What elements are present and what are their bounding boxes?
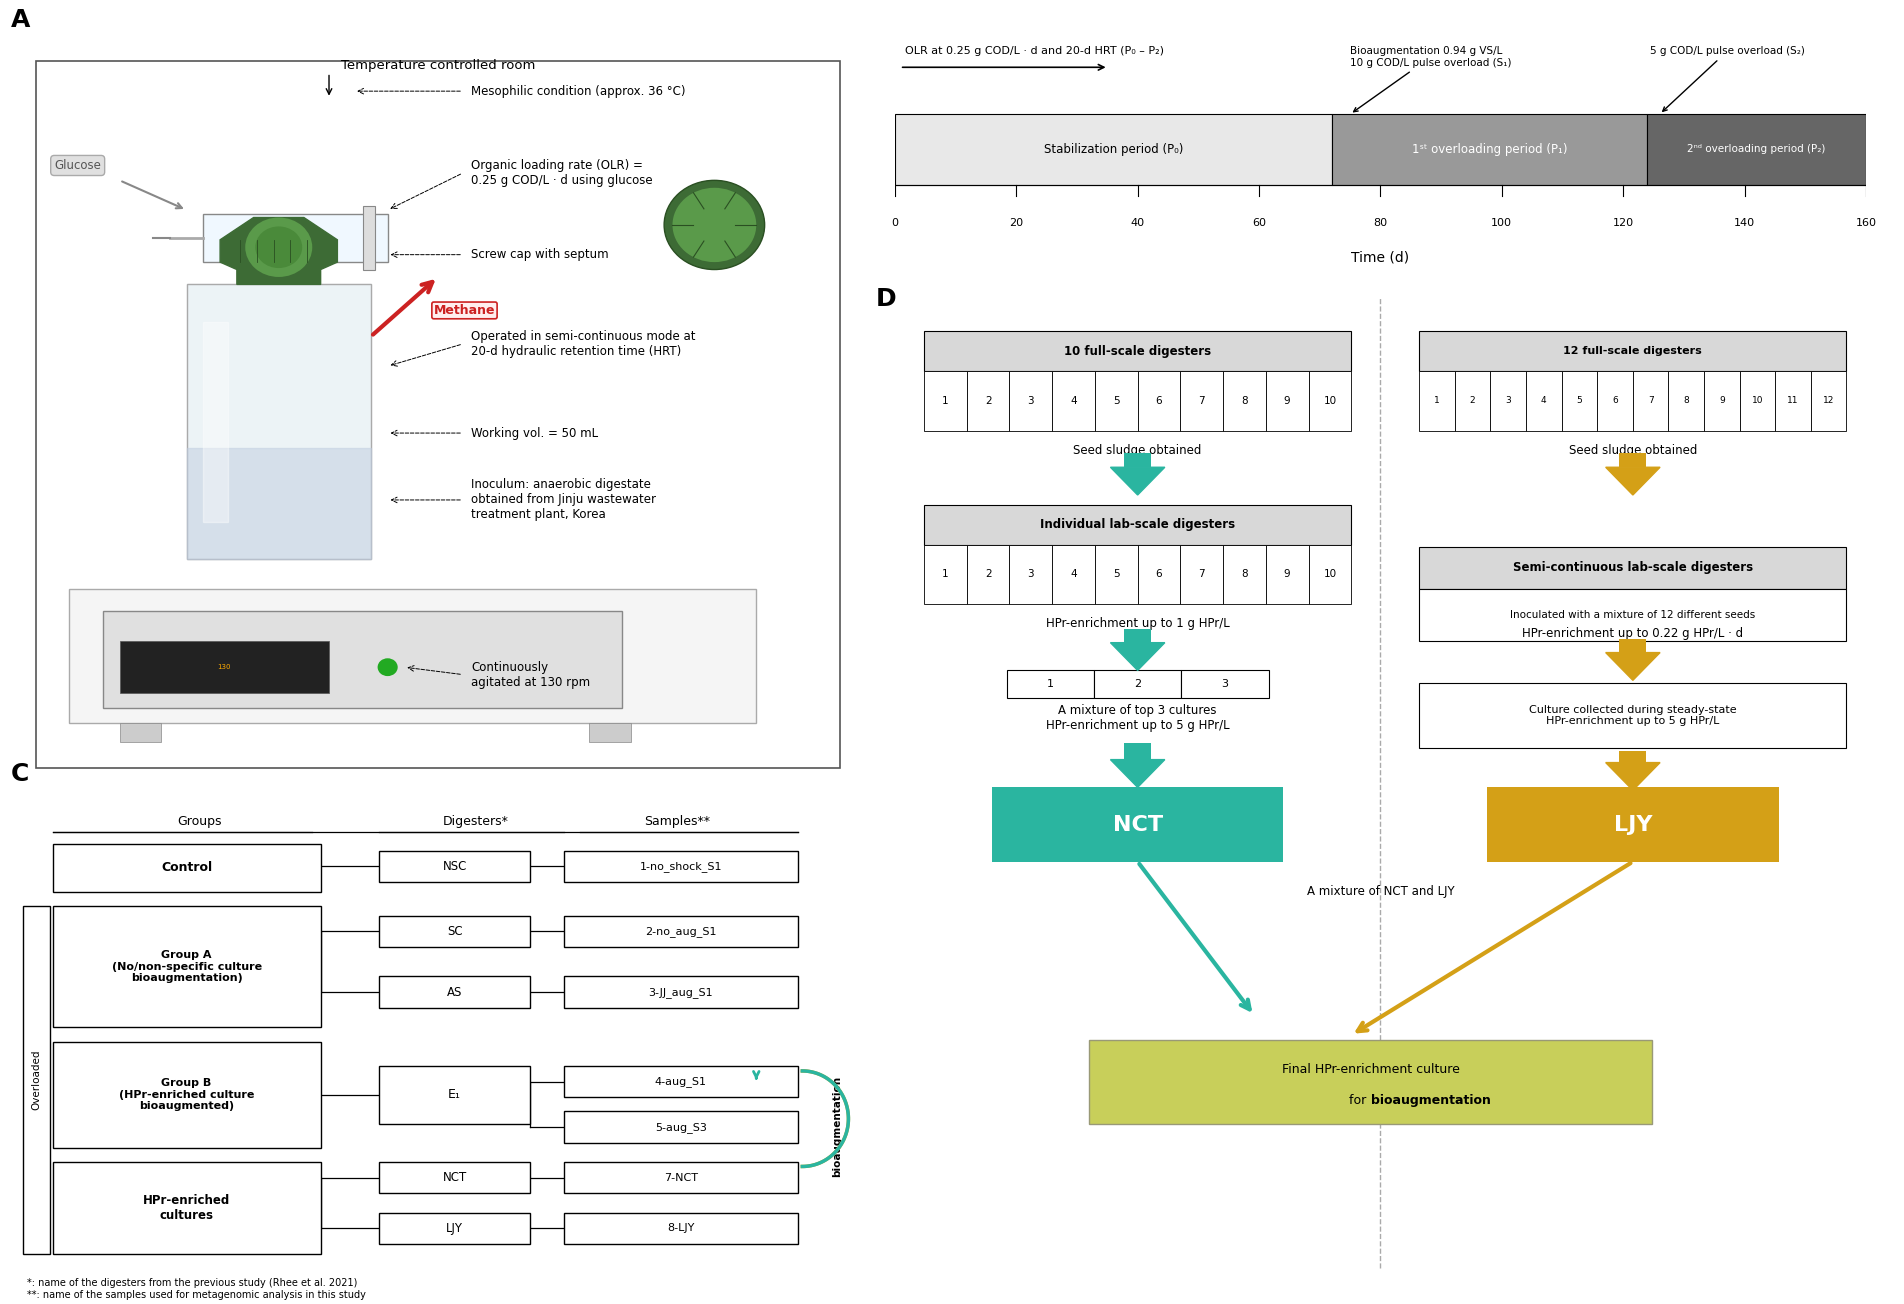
Text: Operated in semi-continuous mode at
20-d hydraulic retention time (HRT): Operated in semi-continuous mode at 20-d… — [472, 330, 697, 357]
Polygon shape — [1605, 467, 1660, 496]
FancyBboxPatch shape — [379, 1162, 529, 1193]
Text: 4: 4 — [1070, 396, 1078, 406]
Text: Group A
(No/non-specific culture
bioaugmentation): Group A (No/non-specific culture bioaugm… — [112, 951, 261, 983]
FancyBboxPatch shape — [1007, 670, 1095, 698]
Text: Semi-continuous lab-scale digesters: Semi-continuous lab-scale digesters — [1514, 562, 1754, 575]
FancyBboxPatch shape — [1089, 1041, 1653, 1124]
Text: LJY: LJY — [446, 1222, 463, 1235]
FancyBboxPatch shape — [1266, 372, 1308, 430]
Text: 5 g COD/L pulse overload (S₂): 5 g COD/L pulse overload (S₂) — [1651, 46, 1805, 111]
FancyBboxPatch shape — [967, 372, 1009, 430]
FancyBboxPatch shape — [1123, 743, 1152, 760]
Polygon shape — [187, 449, 371, 559]
FancyBboxPatch shape — [564, 852, 798, 883]
Text: A: A — [11, 8, 30, 31]
Text: AS: AS — [447, 986, 463, 999]
Text: *: name of the digesters from the previous study (Rhee et al. 2021)
**: name of : *: name of the digesters from the previo… — [27, 1278, 366, 1300]
Text: Culture collected during steady-state
HPr-enrichment up to 5 g HPr/L: Culture collected during steady-state HP… — [1529, 704, 1736, 726]
Text: E₁: E₁ — [447, 1088, 461, 1101]
FancyBboxPatch shape — [1561, 372, 1597, 430]
FancyBboxPatch shape — [1418, 372, 1455, 430]
Text: 10: 10 — [1323, 570, 1337, 579]
Text: Mesophilic condition (approx. 36 °C): Mesophilic condition (approx. 36 °C) — [472, 85, 685, 98]
FancyBboxPatch shape — [564, 915, 798, 948]
FancyBboxPatch shape — [1053, 545, 1095, 604]
FancyBboxPatch shape — [1618, 639, 1647, 652]
FancyBboxPatch shape — [967, 545, 1009, 604]
FancyBboxPatch shape — [564, 1162, 798, 1193]
Text: 100: 100 — [1491, 218, 1512, 227]
Text: Continuously
agitated at 130 rpm: Continuously agitated at 130 rpm — [472, 661, 590, 689]
Text: 5: 5 — [1114, 396, 1120, 406]
FancyBboxPatch shape — [103, 612, 623, 708]
Text: Individual lab-scale digesters: Individual lab-scale digesters — [1040, 518, 1236, 531]
Text: 2: 2 — [1470, 396, 1476, 406]
FancyBboxPatch shape — [1180, 670, 1268, 698]
FancyBboxPatch shape — [1618, 454, 1647, 467]
FancyBboxPatch shape — [1123, 629, 1152, 643]
Text: 7: 7 — [1647, 396, 1653, 406]
Text: 9: 9 — [1283, 570, 1291, 579]
FancyBboxPatch shape — [69, 589, 756, 722]
FancyBboxPatch shape — [1418, 589, 1847, 642]
FancyBboxPatch shape — [23, 906, 50, 1254]
Text: 7: 7 — [1198, 570, 1205, 579]
Text: Organic loading rate (OLR) =
0.25 g COD/L · d using glucose: Organic loading rate (OLR) = 0.25 g COD/… — [472, 159, 653, 186]
Text: Stabilization period (P₀): Stabilization period (P₀) — [1043, 143, 1182, 156]
FancyBboxPatch shape — [1095, 545, 1139, 604]
FancyBboxPatch shape — [53, 906, 320, 1028]
Text: 8: 8 — [1241, 396, 1247, 406]
FancyBboxPatch shape — [379, 852, 529, 883]
Text: 6: 6 — [1613, 396, 1618, 406]
Text: 5: 5 — [1577, 396, 1582, 406]
FancyBboxPatch shape — [564, 1213, 798, 1244]
Text: 7-NCT: 7-NCT — [664, 1172, 699, 1183]
Text: OLR at 0.25 g COD/L · d and 20-d HRT (P₀ – P₂): OLR at 0.25 g COD/L · d and 20-d HRT (P₀… — [904, 46, 1163, 56]
FancyBboxPatch shape — [1418, 683, 1847, 747]
Text: 2: 2 — [984, 570, 992, 579]
Text: Time (d): Time (d) — [1352, 250, 1409, 265]
FancyBboxPatch shape — [564, 1111, 798, 1142]
Text: A mixture of top 3 cultures
HPr-enrichment up to 5 g HPr/L: A mixture of top 3 cultures HPr-enrichme… — [1045, 704, 1230, 732]
Text: 1-no_shock_S1: 1-no_shock_S1 — [640, 861, 722, 872]
Text: D: D — [876, 287, 897, 310]
Text: 10 full-scale digesters: 10 full-scale digesters — [1064, 344, 1211, 357]
Text: Overloaded: Overloaded — [32, 1050, 42, 1110]
FancyBboxPatch shape — [1527, 372, 1561, 430]
Polygon shape — [1110, 643, 1165, 670]
Circle shape — [664, 180, 765, 270]
Text: bioaugmentation: bioaugmentation — [832, 1076, 842, 1176]
Text: 120: 120 — [1613, 218, 1634, 227]
Text: A mixture of NCT and LJY: A mixture of NCT and LJY — [1306, 885, 1455, 898]
Text: 6: 6 — [1156, 396, 1161, 406]
Circle shape — [377, 659, 398, 675]
FancyBboxPatch shape — [1053, 372, 1095, 430]
Text: SC: SC — [447, 926, 463, 939]
Text: Temperature controlled room: Temperature controlled room — [341, 59, 535, 72]
FancyBboxPatch shape — [1487, 788, 1778, 862]
FancyBboxPatch shape — [1811, 372, 1847, 430]
Text: NSC: NSC — [442, 861, 466, 874]
Text: 9: 9 — [1283, 396, 1291, 406]
Text: 1: 1 — [942, 396, 948, 406]
Text: 4: 4 — [1070, 570, 1078, 579]
Text: 2-no_aug_S1: 2-no_aug_S1 — [645, 926, 716, 938]
FancyBboxPatch shape — [1418, 546, 1847, 589]
Text: 1: 1 — [1434, 396, 1439, 406]
Text: Control: Control — [162, 862, 211, 874]
Text: 4-aug_S1: 4-aug_S1 — [655, 1076, 706, 1086]
Text: 11: 11 — [1788, 396, 1799, 406]
Text: Seed sludge obtained: Seed sludge obtained — [1569, 443, 1696, 456]
Text: 3-JJ_aug_S1: 3-JJ_aug_S1 — [649, 987, 714, 998]
FancyBboxPatch shape — [1647, 115, 1866, 185]
FancyBboxPatch shape — [53, 844, 320, 892]
Text: 2ⁿᵈ overloading period (P₂): 2ⁿᵈ overloading period (P₂) — [1687, 145, 1826, 154]
Text: Methane: Methane — [434, 304, 495, 317]
Text: 12 full-scale digesters: 12 full-scale digesters — [1563, 347, 1702, 356]
Text: for: for — [1350, 1094, 1371, 1107]
FancyBboxPatch shape — [564, 977, 798, 1008]
FancyBboxPatch shape — [1095, 372, 1139, 430]
Text: 60: 60 — [1253, 218, 1266, 227]
Text: Glucose: Glucose — [53, 159, 101, 172]
Polygon shape — [1110, 760, 1165, 788]
